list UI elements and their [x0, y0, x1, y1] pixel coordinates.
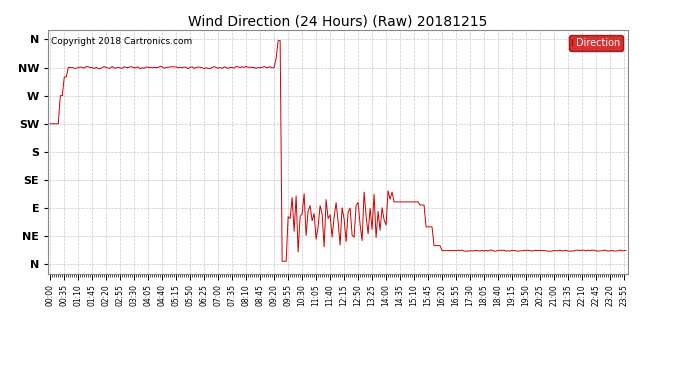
Title: Wind Direction (24 Hours) (Raw) 20181215: Wind Direction (24 Hours) (Raw) 20181215 [188, 15, 488, 29]
Legend: Direction: Direction [569, 35, 623, 51]
Text: Copyright 2018 Cartronics.com: Copyright 2018 Cartronics.com [51, 38, 193, 46]
